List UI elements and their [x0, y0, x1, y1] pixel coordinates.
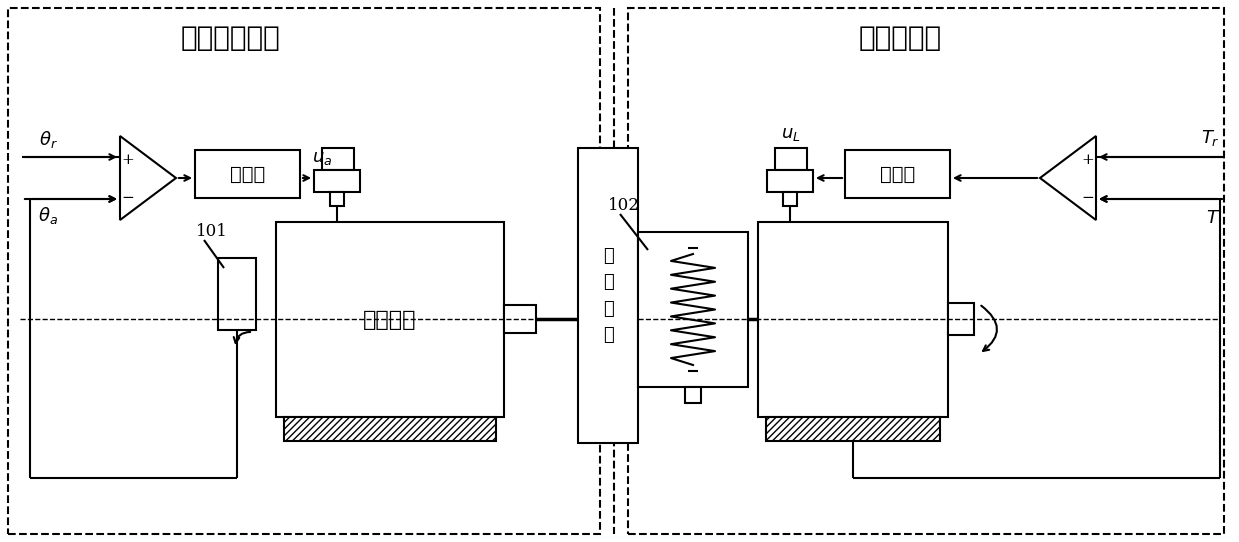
Bar	[330, 192, 344, 206]
Text: 模
拟
负
载: 模 拟 负 载	[602, 247, 613, 344]
Bar	[766, 417, 940, 441]
Bar	[7, 8, 600, 534]
Bar	[776, 148, 807, 170]
Text: +: +	[1082, 153, 1094, 167]
Bar	[579, 148, 638, 443]
Polygon shape	[120, 136, 176, 220]
Text: $T_r$: $T_r$	[1201, 128, 1219, 148]
Bar	[845, 150, 950, 198]
Text: 101: 101	[196, 223, 228, 241]
Bar	[948, 303, 974, 335]
Text: $-$: $-$	[121, 189, 135, 203]
Text: $\theta_a$: $\theta_a$	[38, 205, 58, 227]
Bar	[783, 192, 797, 206]
Bar	[284, 417, 496, 441]
Bar	[638, 232, 748, 387]
Bar	[195, 150, 300, 198]
Polygon shape	[1040, 136, 1097, 220]
Text: $-$: $-$	[1082, 189, 1094, 203]
Bar	[322, 148, 354, 170]
Bar	[767, 170, 813, 192]
Text: +: +	[121, 153, 134, 167]
Text: 液压马达: 液压马达	[363, 309, 416, 330]
Text: 控制器: 控制器	[880, 165, 916, 184]
Bar	[504, 305, 536, 333]
Bar	[628, 8, 1224, 534]
Bar	[313, 170, 361, 192]
Bar	[218, 258, 256, 330]
Text: $\theta_r$: $\theta_r$	[38, 130, 57, 151]
Text: $u_L$: $u_L$	[781, 125, 800, 143]
Text: $T$: $T$	[1206, 209, 1220, 227]
Text: 力加载系统: 力加载系统	[859, 24, 942, 52]
Bar	[685, 387, 701, 403]
Text: $u_a$: $u_a$	[312, 149, 332, 167]
Bar	[758, 222, 948, 417]
Text: 控制器: 控制器	[230, 165, 265, 184]
Bar	[276, 222, 504, 417]
Text: 102: 102	[608, 197, 639, 215]
Text: 位置伺服系统: 位置伺服系统	[180, 24, 280, 52]
